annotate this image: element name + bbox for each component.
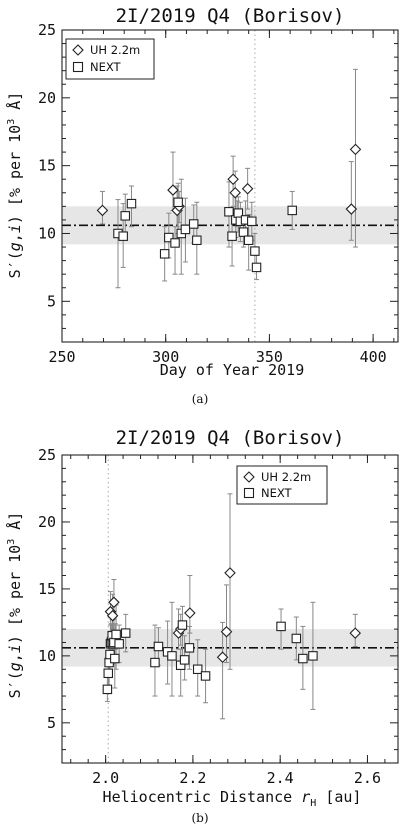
x-tick-label: 2.4 — [267, 769, 294, 787]
data-point-next — [224, 207, 234, 217]
data-point-uh — [108, 596, 120, 609]
data-point-next — [150, 657, 160, 668]
data-point-next — [120, 211, 131, 221]
x-tick-label: 2.2 — [179, 769, 206, 787]
data-point-next — [126, 198, 137, 209]
panel-b: 2I/2019 Q4 (Borisov) S′(g,i) [% per 103 … — [5, 427, 399, 825]
data-point-next — [291, 633, 302, 644]
x-tick-label: 300 — [152, 348, 179, 366]
x-tick-label: 2.0 — [92, 769, 119, 787]
data-point-next — [111, 629, 121, 640]
legend-uh-label-b: UH 2.2m — [261, 470, 311, 484]
diamond-marker-icon — [72, 44, 84, 56]
caption-a: (a) — [192, 392, 209, 406]
data-point-next — [180, 224, 191, 235]
y-tick-label: 15 — [38, 580, 56, 598]
data-point-next — [179, 655, 190, 665]
plot-frame — [61, 29, 399, 343]
data-point-uh — [227, 173, 239, 185]
data-point-next — [188, 219, 199, 229]
data-point-uh — [349, 143, 362, 156]
data-point-next — [287, 205, 297, 216]
data-point-next — [227, 231, 237, 241]
plot-area-b: 5 10 15 20 25 2.0 2.2 2.4 2.6 — [38, 446, 399, 787]
legend-a: UH 2.2m NEXT — [65, 38, 155, 80]
data-point-next — [177, 620, 188, 630]
x-tick-label: 400 — [360, 348, 387, 366]
data-point-uh — [167, 184, 179, 196]
legend-b: UH 2.2m NEXT — [236, 465, 328, 505]
diamond-marker-icon — [243, 471, 255, 483]
data-point-uh — [229, 187, 241, 199]
square-marker-icon — [243, 487, 255, 499]
data-point-uh — [106, 609, 119, 622]
x-axis-label-b: Heliocentric Distance rH [au] — [103, 788, 362, 809]
y-axis-label-b: S′(g,i) [% per 103 Å] — [5, 512, 24, 699]
data-point-next — [298, 653, 308, 664]
data-point-next — [247, 216, 257, 227]
legend-box-a — [65, 38, 155, 80]
data-point-next — [243, 235, 254, 246]
data-point-uh — [184, 607, 196, 619]
data-point-next — [102, 684, 113, 695]
y-tick-label: 10 — [38, 224, 56, 242]
data-point-next — [114, 639, 124, 649]
square-marker-icon — [72, 61, 84, 73]
x-axis-label-a: Day of Year 2019 — [160, 361, 305, 379]
legend-uh-label-a: UH 2.2m — [90, 43, 140, 57]
data-point-next — [192, 235, 202, 246]
y-axis-label-a: S′(g,i) [% per 103 Å] — [5, 92, 24, 279]
data-point-next — [238, 227, 249, 237]
data-point-next — [103, 668, 114, 679]
data-point-next — [200, 671, 211, 681]
caption-b: (b) — [191, 811, 208, 825]
data-point-uh — [241, 182, 254, 195]
legend-next-label-b: NEXT — [261, 486, 293, 500]
y-tick-label: 15 — [38, 157, 56, 175]
data-point-next — [276, 621, 286, 632]
data-point-next — [170, 238, 180, 248]
plot-frame — [61, 454, 399, 764]
data-point-next — [308, 651, 318, 661]
y-tick-label: 10 — [38, 647, 56, 665]
data-point-next — [167, 651, 177, 661]
data-point-next — [118, 231, 128, 241]
x-tick-label: 2.6 — [354, 769, 381, 787]
data-point-next — [164, 232, 174, 243]
data-point-next — [153, 641, 164, 652]
data-point-next — [110, 653, 120, 664]
y-tick-label: 25 — [38, 21, 56, 39]
data-point-next — [184, 643, 195, 653]
x-tick-label: 350 — [256, 348, 283, 366]
legend-next-label-a: NEXT — [90, 60, 122, 74]
panel-a: 2I/2019 Q4 (Borisov) S′(g,i) [% per 103 … — [5, 5, 399, 406]
data-point-uh — [349, 627, 362, 639]
data-point-uh — [96, 204, 109, 217]
y-tick-label: 20 — [38, 89, 56, 107]
plot-area-a: 5 10 15 20 25 250 300 350 400 — [38, 21, 399, 366]
y-tick-label: 5 — [47, 292, 56, 310]
chart-title-a: 2I/2019 Q4 (Borisov) — [116, 5, 345, 27]
data-point-next — [159, 249, 170, 259]
x-tick-label: 250 — [48, 348, 75, 366]
data-point-next — [173, 197, 183, 208]
y-tick-label: 20 — [38, 513, 56, 531]
data-point-next — [120, 628, 131, 638]
data-point-uh — [224, 567, 236, 579]
data-point-uh — [220, 625, 233, 638]
data-point-uh — [345, 203, 358, 215]
chart-title-b: 2I/2019 Q4 (Borisov) — [116, 427, 345, 449]
data-point-next — [192, 664, 203, 675]
y-tick-label: 25 — [38, 446, 56, 464]
data-point-uh — [216, 651, 229, 663]
data-point-next — [251, 262, 262, 273]
data-point-next — [250, 246, 260, 256]
y-tick-label: 5 — [47, 714, 56, 732]
